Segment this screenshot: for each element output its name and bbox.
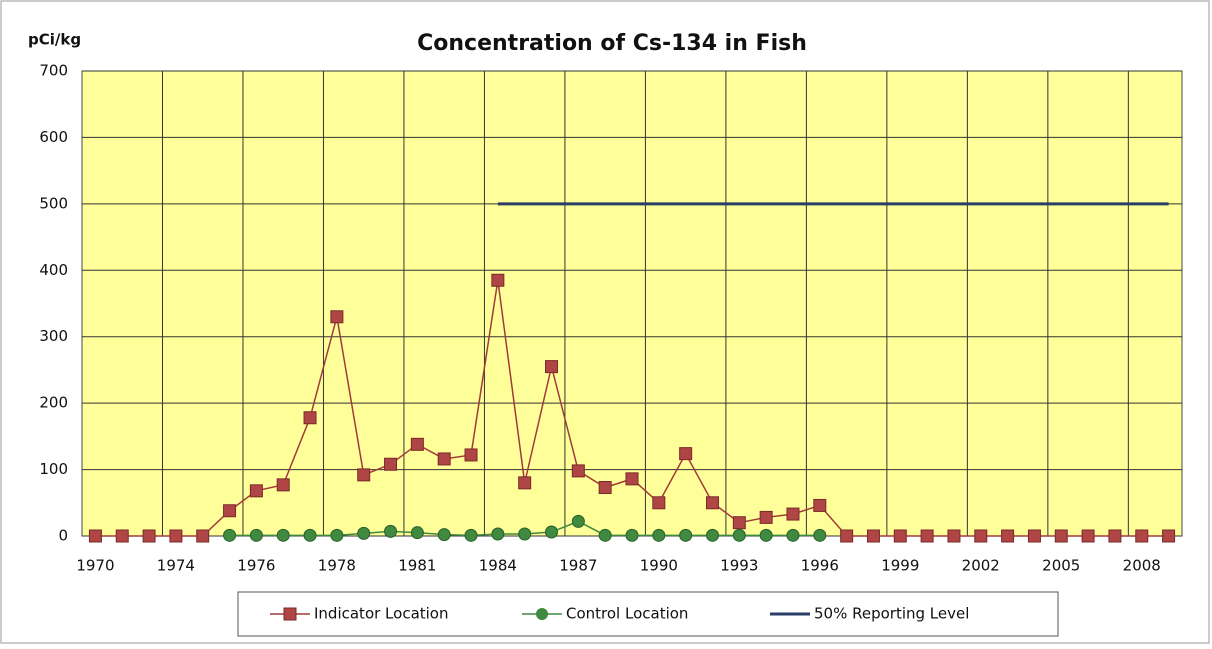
marker: [732, 516, 746, 530]
marker: [1001, 529, 1015, 543]
marker: [464, 448, 478, 462]
x-tick-label: 1978: [318, 557, 356, 575]
marker: [840, 529, 854, 543]
x-tick-label: 2002: [962, 557, 1000, 575]
marker: [786, 528, 800, 542]
marker: [571, 464, 585, 478]
legend-label: Control Location: [566, 605, 688, 623]
marker: [276, 478, 290, 492]
marker: [491, 273, 505, 287]
marker: [491, 527, 505, 541]
marker: [759, 528, 773, 542]
marker: [410, 526, 424, 540]
marker: [759, 510, 773, 524]
marker: [303, 528, 317, 542]
x-tick-label: 1984: [479, 557, 517, 575]
marker: [625, 472, 639, 486]
marker: [947, 529, 961, 543]
marker: [598, 481, 612, 495]
marker: [679, 447, 693, 461]
marker: [652, 528, 666, 542]
y-axis-label: pCi/kg: [28, 31, 81, 49]
marker: [974, 529, 988, 543]
x-tick-label: 1996: [801, 557, 839, 575]
legend-label: 50% Reporting Level: [814, 605, 969, 623]
y-tick-label: 200: [39, 394, 68, 412]
chart-title: Concentration of Cs-134 in Fish: [417, 31, 807, 56]
marker: [518, 527, 532, 541]
marker: [813, 528, 827, 542]
plot-area: [81, 70, 1183, 537]
x-tick-label: 1990: [640, 557, 678, 575]
x-tick-label: 1981: [398, 557, 436, 575]
marker: [357, 468, 371, 482]
legend-box: [237, 591, 1059, 637]
marker: [384, 524, 398, 538]
marker: [705, 528, 719, 542]
marker: [598, 528, 612, 542]
marker: [705, 496, 719, 510]
marker: [249, 528, 263, 542]
marker: [142, 529, 156, 543]
marker: [223, 528, 237, 542]
marker: [437, 452, 451, 466]
y-tick-label: 300: [39, 327, 68, 345]
marker: [1027, 529, 1041, 543]
x-tick-label: 1970: [76, 557, 114, 575]
y-tick-label: 700: [39, 62, 68, 80]
marker: [920, 529, 934, 543]
marker: [303, 411, 317, 425]
marker: [410, 437, 424, 451]
marker: [249, 484, 263, 498]
marker: [384, 457, 398, 471]
marker: [652, 496, 666, 510]
marker: [88, 529, 102, 543]
marker: [196, 529, 210, 543]
marker: [276, 528, 290, 542]
marker: [545, 525, 559, 539]
y-tick-label: 400: [39, 261, 68, 279]
marker: [1108, 529, 1122, 543]
marker: [1054, 529, 1068, 543]
marker: [1081, 529, 1095, 543]
marker: [1162, 529, 1176, 543]
marker: [571, 514, 585, 528]
y-tick-label: 100: [39, 460, 68, 478]
marker: [518, 476, 532, 490]
marker: [357, 526, 371, 540]
marker: [330, 528, 344, 542]
marker: [1135, 529, 1149, 543]
marker: [169, 529, 183, 543]
marker: [732, 528, 746, 542]
marker: [893, 529, 907, 543]
x-tick-label: 1993: [720, 557, 758, 575]
x-tick-label: 1976: [237, 557, 275, 575]
y-tick-label: 600: [39, 128, 68, 146]
legend-label: Indicator Location: [314, 605, 449, 623]
legend-marker: [536, 608, 548, 620]
marker: [786, 507, 800, 521]
marker: [866, 529, 880, 543]
x-tick-label: 2008: [1123, 557, 1161, 575]
marker: [223, 504, 237, 518]
x-tick-label: 2005: [1042, 557, 1080, 575]
y-tick-label: 0: [58, 527, 68, 545]
marker: [464, 528, 478, 542]
x-tick-label: 1987: [559, 557, 597, 575]
marker: [625, 528, 639, 542]
marker: [679, 528, 693, 542]
legend-marker: [283, 607, 297, 621]
x-tick-label: 1999: [881, 557, 919, 575]
y-tick-label: 500: [39, 194, 68, 212]
marker: [115, 529, 129, 543]
marker: [813, 498, 827, 512]
x-tick-label: 1974: [157, 557, 195, 575]
marker: [330, 310, 344, 324]
marker: [545, 360, 559, 374]
marker: [437, 528, 451, 542]
